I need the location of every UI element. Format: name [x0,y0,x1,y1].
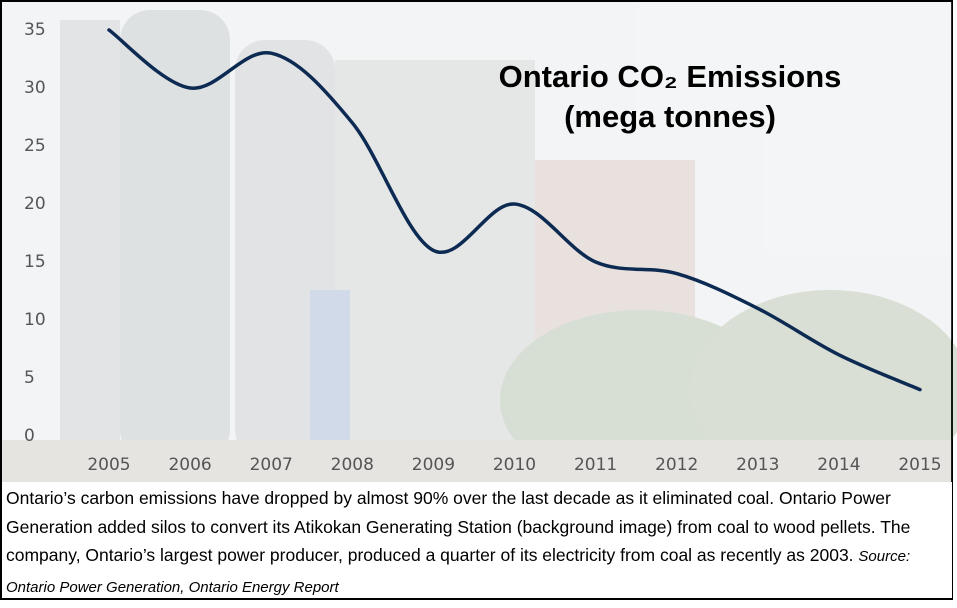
source: Source: Ontario Power Generation, Ontari… [6,548,911,596]
y-tick-label: 35 [24,20,46,40]
x-tick-label: 2006 [168,455,211,475]
y-tick-label: 25 [24,136,46,156]
x-tick-label: 2013 [736,455,779,475]
x-tick-label: 2005 [87,455,130,475]
background-photo [2,2,957,490]
x-tick-label: 2015 [898,455,941,475]
caption-box [2,482,952,598]
y-tick-label: 5 [24,368,35,388]
x-tick-label: 2011 [574,455,617,475]
x-tick-label: 2014 [817,455,860,475]
y-tick-label: 10 [24,310,46,330]
x-tick-label: 2012 [655,455,698,475]
x-tick-label: 2007 [250,455,293,475]
chart-subtitle: (mega tonnes) [564,99,776,134]
x-tick-label: 2010 [493,455,536,475]
y-tick-label: 20 [24,194,46,214]
y-tick-label: 30 [24,78,46,98]
caption-text: Ontario’s carbon emissions have dropped … [6,488,911,565]
line [107,28,922,392]
x-tick-label: 2008 [331,455,374,475]
x-tick-label: 2009 [412,455,455,475]
chart-title: Ontario CO₂ Emissions [499,59,842,94]
y-tick-label: 0 [24,426,35,446]
y-tick-label: 15 [24,252,46,272]
caption: Ontario’s carbon emissions have dropped … [6,484,946,602]
